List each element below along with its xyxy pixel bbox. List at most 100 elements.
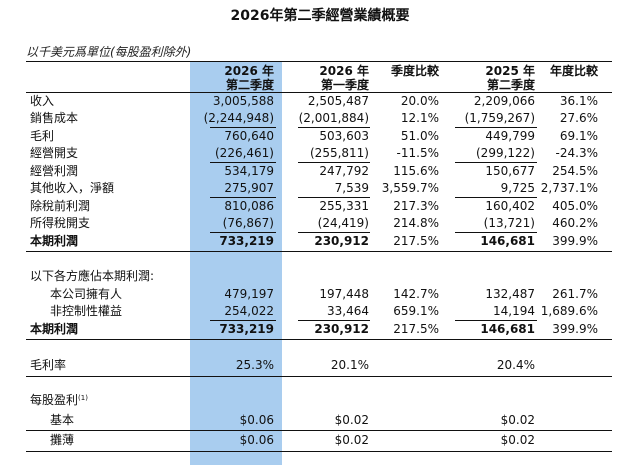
cell-2025-q2: 14,194	[493, 304, 535, 318]
subtotal-rule	[210, 232, 276, 233]
subtotal-rule	[298, 127, 370, 128]
subtotal-rule	[455, 162, 537, 163]
row-label: 所得稅開支	[30, 216, 91, 230]
header-2026-q1-line2: 第一季度	[320, 78, 369, 92]
table-row: 基本 $0.06 $0.02 $0.02	[0, 412, 640, 429]
cell-qoq: 217.5%	[393, 322, 439, 336]
cell-2026-q1: (2,001,884)	[298, 111, 369, 125]
table-row: 除稅前利潤 810,086 255,331 217.3% 160,402 405…	[0, 198, 640, 215]
cell-2025-q2: 150,677	[485, 164, 535, 178]
table-row: 非控制性權益 254,022 33,464 659.1% 14,194 1,68…	[0, 303, 640, 320]
cell-2026-q1: 33,464	[327, 304, 369, 318]
cell-yoy: 2,737.1%	[540, 181, 598, 195]
row-label: 本期利潤	[30, 234, 79, 248]
cell-yoy: 261.7%	[552, 287, 598, 301]
header-yoy: 年度比較	[550, 64, 598, 78]
cell-2026-q1: 197,448	[319, 287, 369, 301]
cell-2025-q2: 146,681	[480, 234, 535, 248]
cell-2026-q2: 25.3%	[235, 358, 274, 372]
cell-2026-q1: 247,792	[319, 164, 369, 178]
table-row: 本期利潤 733,219 230,912 217.5% 146,681 399.…	[0, 321, 640, 338]
cell-2025-q2: (13,721)	[483, 216, 535, 230]
table-row: 毛利 760,640 503,603 51.0% 449,799 69.1%	[0, 128, 640, 145]
header-2026-q1: 2026 年 第一季度	[319, 64, 369, 92]
cell-yoy: 254.5%	[552, 164, 598, 178]
cell-2025-q2: 146,681	[480, 322, 535, 336]
cell-2026-q2: 534,179	[224, 164, 274, 178]
cell-2026-q1: 230,912	[314, 322, 369, 336]
cell-2025-q2: 132,487	[485, 287, 535, 301]
cell-2025-q2: 20.4%	[496, 358, 535, 372]
cell-2026-q2: (76,867)	[222, 216, 274, 230]
header-yoy-line1: 年度比較	[549, 64, 598, 78]
row-rule	[26, 430, 612, 431]
cell-2025-q2: $0.02	[500, 433, 535, 447]
cell-2026-q1: 2,505,487	[307, 94, 369, 108]
cell-yoy: 405.0%	[552, 199, 598, 213]
unit-note: 以千美元爲單位(每股盈利除外)	[26, 45, 192, 59]
cell-2026-q1: $0.02	[334, 433, 369, 447]
cell-2026-q1: 7,539	[334, 181, 369, 195]
subtotal-rule	[298, 197, 370, 198]
cell-2026-q2: $0.06	[239, 433, 274, 447]
row-label: 基本	[50, 413, 75, 427]
row-label: 除稅前利潤	[30, 199, 91, 213]
cell-qoq: 214.8%	[393, 216, 439, 230]
cell-2026-q2: 254,022	[224, 304, 274, 318]
table-row: 其他收入，淨額 275,907 7,539 3,559.7% 9,725 2,7…	[0, 180, 640, 197]
row-label: 非控制性權益	[50, 304, 123, 318]
cell-qoq: 12.1%	[400, 111, 439, 125]
cell-qoq: 51.0%	[400, 129, 439, 143]
header-qoq-line1: 季度比較	[390, 64, 439, 78]
subtotal-rule	[455, 232, 537, 233]
table-row: 毛利率 25.3% 20.1% 20.4%	[0, 357, 640, 374]
cell-2025-q2: (299,122)	[476, 146, 535, 160]
cell-2026-q1: 230,912	[314, 234, 369, 248]
cell-2026-q1: (24,419)	[317, 216, 369, 230]
row-label: 其他收入，淨額	[30, 181, 115, 195]
table-row: 收入 3,005,588 2,505,487 20.0% 2,209,066 3…	[0, 93, 640, 110]
row-label: 經營利潤	[30, 164, 79, 178]
subtotal-rule	[298, 232, 370, 233]
cell-yoy: 27.6%	[559, 111, 598, 125]
cell-2025-q2: 2,209,066	[473, 94, 535, 108]
eps-heading: 每股盈利(1)	[30, 392, 88, 409]
subtotal-rule	[210, 162, 276, 163]
cell-2026-q1: (255,811)	[310, 146, 369, 160]
subtotal-rule	[210, 320, 276, 321]
section-heading: 以下各方應佔本期利潤:	[0, 268, 640, 285]
header-2025-q2: 2025 年 第二季度	[485, 64, 535, 92]
table-row: 攤薄 $0.06 $0.02 $0.02	[0, 432, 640, 449]
cell-2026-q2: 479,197	[224, 287, 274, 301]
cell-2025-q2: 449,799	[485, 129, 535, 143]
cell-2026-q2: (226,461)	[215, 146, 274, 160]
header-qoq: 季度比較	[391, 64, 439, 78]
table-row: 所得稅開支 (76,867) (24,419) 214.8% (13,721) …	[0, 215, 640, 232]
table-row: 本公司擁有人 479,197 197,448 142.7% 132,487 26…	[0, 286, 640, 303]
cell-2025-q2: 160,402	[485, 199, 535, 213]
footnote-mark: (1)	[78, 394, 88, 402]
cell-qoq: 659.1%	[393, 304, 439, 318]
cell-yoy: 399.9%	[552, 234, 598, 248]
row-label: 本期利潤	[30, 322, 79, 336]
cell-2026-q2: (2,244,948)	[203, 111, 274, 125]
header-rule	[26, 92, 612, 93]
header-2026-q1-line1: 2026 年	[319, 64, 369, 78]
cell-2025-q2: (1,759,267)	[464, 111, 535, 125]
eps-heading-text: 每股盈利	[30, 393, 79, 407]
header-2025-q2-line1: 2025 年	[485, 64, 535, 78]
cell-2026-q1: 255,331	[319, 199, 369, 213]
cell-2026-q2: 275,907	[224, 181, 274, 195]
cell-yoy: 69.1%	[559, 129, 598, 143]
cell-2026-q2: 733,219	[219, 322, 274, 336]
row-label: 本公司擁有人	[50, 287, 123, 301]
cell-yoy: 36.1%	[559, 94, 598, 108]
report-title: 2026年第二季經營業績概要	[230, 8, 410, 24]
cell-yoy: 399.9%	[552, 322, 598, 336]
subtotal-rule	[455, 197, 537, 198]
header-2026-q2: 2026 年 第二季度	[224, 64, 274, 92]
cell-yoy: 460.2%	[552, 216, 598, 230]
cell-2026-q1: 503,603	[319, 129, 369, 143]
cell-2026-q1: $0.02	[334, 413, 369, 427]
table-row: 經營開支 (226,461) (255,811) -11.5% (299,122…	[0, 145, 640, 162]
